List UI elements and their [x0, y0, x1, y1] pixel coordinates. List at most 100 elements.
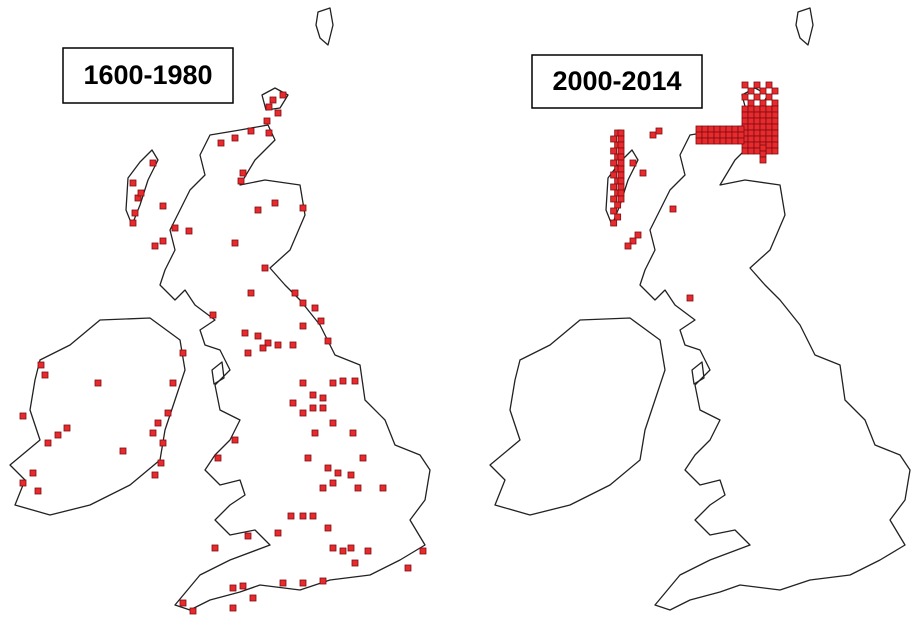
record-square — [29, 469, 37, 477]
record-square — [610, 159, 618, 167]
record-square — [119, 447, 127, 455]
record-square — [765, 129, 773, 137]
record-square — [404, 564, 412, 572]
record-square — [179, 349, 187, 357]
record-square — [304, 454, 312, 462]
record-square — [247, 289, 255, 297]
record-square — [725, 131, 733, 139]
record-square — [299, 322, 307, 330]
record-square — [239, 582, 247, 590]
record-square — [291, 289, 299, 297]
record-square — [94, 379, 102, 387]
record-square — [254, 206, 262, 214]
record-square — [159, 439, 167, 447]
record-square — [725, 137, 733, 145]
record-square — [741, 111, 749, 119]
record-square — [339, 547, 347, 555]
record-square — [747, 111, 755, 119]
record-square — [771, 105, 779, 113]
record-square — [747, 117, 755, 125]
record-square — [765, 111, 773, 119]
record-square — [211, 544, 219, 552]
record-square — [334, 469, 342, 477]
record-square — [765, 105, 773, 113]
record-square — [617, 177, 625, 185]
record-square — [617, 141, 625, 149]
record-square — [274, 341, 282, 349]
record-square — [649, 131, 657, 139]
record-square — [269, 96, 277, 104]
record-square — [289, 399, 297, 407]
record-square — [707, 131, 715, 139]
record-square — [759, 87, 767, 95]
record-square — [610, 183, 618, 191]
record-square — [249, 594, 257, 602]
record-square — [741, 93, 749, 101]
record-square — [765, 135, 773, 143]
record-square — [614, 213, 622, 221]
record-square — [179, 599, 187, 607]
record-square — [765, 147, 773, 155]
record-square — [261, 264, 269, 272]
record-square — [151, 242, 159, 250]
record-square — [695, 125, 703, 133]
record-square — [634, 231, 642, 239]
record-square — [279, 579, 287, 587]
record-square — [771, 117, 779, 125]
record-square — [319, 404, 327, 412]
record-square — [753, 111, 761, 119]
record-square — [229, 604, 237, 612]
record-square — [719, 131, 727, 139]
record-square — [324, 524, 332, 532]
period-label: 2000-2014 — [552, 66, 681, 96]
record-square — [759, 105, 767, 113]
record-square — [247, 127, 255, 135]
record-square — [299, 299, 307, 307]
record-square — [629, 237, 637, 245]
record-square — [129, 219, 137, 227]
record-square — [741, 81, 749, 89]
record-square — [617, 171, 625, 179]
record-square — [271, 199, 279, 207]
record-square — [289, 341, 297, 349]
record-square — [771, 111, 779, 119]
record-square — [753, 93, 761, 101]
record-square — [610, 135, 618, 143]
record-square — [617, 189, 625, 197]
record-square — [351, 377, 359, 385]
record-square — [624, 242, 632, 250]
record-square — [54, 431, 62, 439]
record-square — [359, 454, 367, 462]
record-square — [209, 311, 217, 319]
record-square — [299, 409, 307, 417]
record-square — [265, 103, 273, 111]
record-square — [610, 219, 618, 227]
record-square — [614, 201, 622, 209]
record-square — [63, 424, 71, 432]
record-square — [309, 404, 317, 412]
record-square — [319, 394, 327, 402]
record-square — [610, 171, 618, 179]
record-square — [771, 135, 779, 143]
record-square — [771, 123, 779, 131]
record-square — [753, 105, 761, 113]
record-square — [364, 547, 372, 555]
record-square — [259, 344, 267, 352]
record-square — [617, 129, 625, 137]
record-square — [159, 202, 167, 210]
record-square — [713, 137, 721, 145]
record-square — [241, 329, 249, 337]
record-square — [747, 141, 755, 149]
record-square — [214, 454, 222, 462]
map-left: 1600-1980 — [9, 7, 431, 615]
record-square — [319, 484, 327, 492]
label-box — [62, 47, 234, 104]
record-square — [309, 391, 317, 399]
record-square — [154, 419, 162, 427]
record-square — [311, 304, 319, 312]
record-square — [159, 237, 167, 245]
record-square — [274, 109, 282, 117]
record-square — [737, 125, 745, 133]
record-square — [299, 512, 307, 520]
record-square — [171, 224, 179, 232]
